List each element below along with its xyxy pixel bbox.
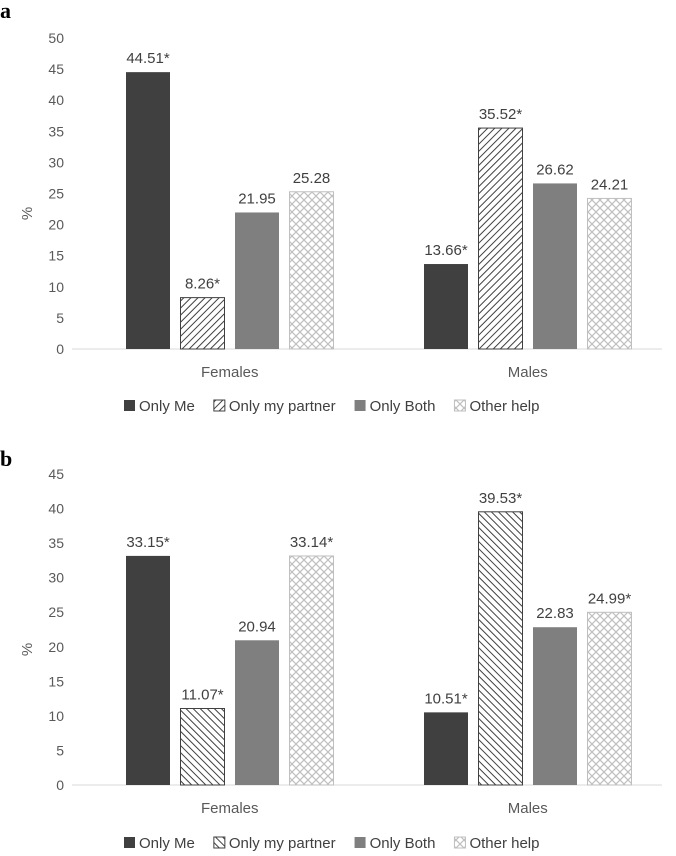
legend-label: Other help [469, 398, 539, 415]
bar [533, 183, 577, 349]
bar [235, 640, 279, 785]
bar [478, 127, 523, 350]
legend-label: Only Me [139, 398, 195, 415]
y-tick-label: 0 [56, 341, 64, 357]
data-label: 21.95 [238, 190, 276, 207]
bar [235, 212, 279, 349]
bar [180, 297, 225, 350]
legend-swatch [354, 400, 366, 411]
y-tick-label: 30 [48, 154, 64, 170]
panel-letter: a [0, 0, 11, 23]
legend-swatch [213, 836, 226, 849]
legend-swatch [124, 837, 135, 848]
legend-label: Only Both [370, 398, 436, 415]
y-tick-label: 20 [48, 639, 64, 655]
y-axis-label: % [19, 643, 36, 656]
bar [289, 191, 334, 350]
bar [126, 555, 170, 785]
bar [424, 712, 468, 785]
legend-label: Other help [469, 835, 539, 852]
legend-label: Only Both [370, 835, 436, 852]
bar [587, 611, 632, 786]
data-label: 22.83 [536, 605, 574, 622]
y-tick-label: 25 [48, 604, 64, 620]
data-label: 44.51* [126, 50, 170, 67]
bar [180, 707, 225, 786]
y-tick-label: 45 [48, 61, 64, 77]
data-label: 26.62 [536, 161, 574, 178]
legend-swatch [124, 400, 135, 411]
data-label: 11.07* [181, 686, 223, 703]
y-axis-label: % [19, 207, 36, 220]
data-label: 33.14* [290, 534, 334, 551]
y-tick-label: 15 [48, 248, 64, 264]
legend-label: Only my partner [229, 398, 336, 415]
category-label: Females [201, 364, 259, 381]
bar [289, 555, 334, 786]
panel-b: b 0 5 10 15 20 25 30 35 40 45% 33.15* 11.07* 20.94 33.… [0, 446, 662, 852]
legend-label: Only Me [139, 835, 195, 852]
y-tick-label: 10 [48, 708, 64, 724]
y-tick-label: 5 [56, 310, 64, 326]
data-label: 24.21 [591, 176, 629, 193]
legend-label: Only my partner [229, 835, 336, 852]
y-tick-label: 40 [48, 92, 64, 108]
y-tick-label: 15 [48, 673, 64, 689]
y-tick-label: 5 [56, 742, 64, 758]
data-label: 35.52* [479, 106, 523, 123]
data-label: 10.51* [424, 690, 468, 707]
bar [478, 511, 523, 786]
bar [533, 627, 577, 785]
y-tick-label: 35 [48, 535, 64, 551]
data-label: 33.15* [126, 534, 170, 551]
category-label: Males [508, 364, 548, 381]
data-label: 39.53* [479, 490, 523, 507]
bar [424, 264, 468, 349]
y-tick-label: 10 [48, 279, 64, 295]
category-label: Females [201, 800, 259, 817]
y-tick-label: 0 [56, 777, 64, 793]
panel-letter: b [0, 446, 12, 471]
panel-a: a 0 5 10 15 20 25 30 35 40 45 50% 44.51* 8.26* 21.95 25… [0, 0, 662, 415]
bar [126, 72, 170, 349]
y-tick-label: 20 [48, 217, 64, 233]
y-tick-label: 30 [48, 570, 64, 586]
data-label: 20.94 [238, 618, 276, 635]
y-tick-label: 25 [48, 186, 64, 202]
category-label: Males [508, 800, 548, 817]
bar [587, 197, 632, 350]
legend-swatch [354, 837, 366, 848]
data-label: 24.99* [588, 590, 632, 607]
data-label: 25.28 [293, 170, 331, 187]
y-tick-label: 50 [48, 30, 64, 46]
legend-swatch [453, 836, 466, 849]
data-label: 8.26* [185, 276, 220, 293]
legend-swatch [453, 399, 466, 412]
y-tick-label: 40 [48, 501, 64, 517]
y-tick-label: 45 [48, 466, 64, 482]
data-label: 13.66* [424, 242, 468, 259]
legend-swatch [213, 399, 226, 412]
y-tick-label: 35 [48, 123, 64, 139]
